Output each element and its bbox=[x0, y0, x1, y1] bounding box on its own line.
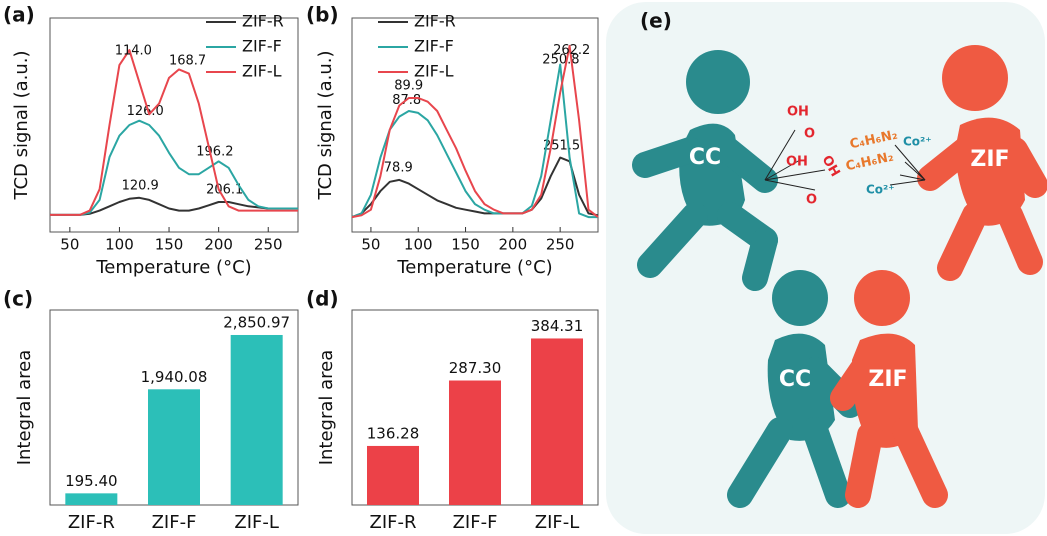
bar bbox=[65, 493, 118, 505]
x-tick-label: 50 bbox=[60, 236, 79, 254]
y-axis-title: Integral area bbox=[316, 350, 337, 466]
chem-group: O bbox=[806, 193, 817, 208]
panel-label: (a) bbox=[3, 3, 35, 27]
peak-label: 251.5 bbox=[543, 139, 580, 154]
zif-figure: ZIF bbox=[917, 45, 1047, 281]
x-tick-label: 250 bbox=[546, 236, 575, 254]
series-line bbox=[351, 156, 599, 219]
peak-label: 126.0 bbox=[127, 104, 164, 119]
peak-label: 120.9 bbox=[122, 178, 159, 193]
chem-group: Co²⁺ bbox=[866, 183, 895, 197]
series-line bbox=[351, 63, 598, 219]
bar bbox=[230, 334, 283, 505]
cc-figure: CC bbox=[727, 270, 863, 508]
peak-label: 78.9 bbox=[384, 161, 413, 176]
figure-label: CC bbox=[779, 367, 811, 392]
series-line bbox=[351, 44, 599, 219]
bonds bbox=[764, 129, 926, 191]
chem-group: OH bbox=[787, 105, 809, 120]
x-tick-label: 200 bbox=[499, 236, 528, 254]
chem-group: Co²⁺ bbox=[903, 135, 932, 149]
bar bbox=[449, 380, 501, 505]
panel-label: (b) bbox=[306, 3, 339, 27]
series-line bbox=[50, 49, 298, 216]
peak-label: 262.2 bbox=[553, 43, 590, 58]
legend-label: ZIF-L bbox=[414, 62, 454, 81]
chem-group: OH bbox=[786, 155, 808, 170]
y-axis-title: TCD signal (a.u.) bbox=[315, 51, 336, 201]
y-axis-title: Integral area bbox=[14, 350, 35, 466]
peak-label: 114.0 bbox=[115, 43, 152, 58]
peak-label: 196.2 bbox=[196, 144, 233, 159]
legend-label: ZIF-R bbox=[414, 12, 456, 31]
value-label: 384.31 bbox=[531, 317, 584, 335]
x-tick-label: ZIF-L bbox=[535, 512, 580, 533]
value-label: 287.30 bbox=[449, 359, 502, 377]
peak-label: 206.1 bbox=[206, 183, 243, 198]
bar bbox=[148, 389, 200, 505]
bar bbox=[367, 445, 419, 505]
figure-label: ZIF bbox=[970, 147, 1009, 172]
legend-label: ZIF-F bbox=[242, 37, 282, 56]
figure-label: ZIF bbox=[868, 367, 907, 392]
peak-label: 168.7 bbox=[169, 54, 206, 69]
x-tick-label: 150 bbox=[155, 236, 184, 254]
x-tick-label: 150 bbox=[451, 236, 480, 254]
x-tick-label: ZIF-R bbox=[370, 512, 417, 533]
bar bbox=[531, 338, 583, 505]
value-label: 195.40 bbox=[65, 472, 118, 490]
panel-label: (e) bbox=[640, 9, 672, 33]
y-axis-title: TCD signal (a.u.) bbox=[11, 51, 32, 201]
plot-frame bbox=[49, 17, 299, 233]
x-axis-title: Temperature (°C) bbox=[95, 257, 251, 278]
legend-label: ZIF-R bbox=[242, 12, 284, 31]
value-label: 136.28 bbox=[367, 424, 420, 442]
series-line bbox=[50, 119, 298, 216]
plot-frame bbox=[351, 17, 599, 233]
x-tick-label: ZIF-R bbox=[68, 512, 115, 533]
x-tick-label: ZIF-F bbox=[453, 512, 498, 533]
legend-label: ZIF-F bbox=[414, 37, 454, 56]
x-tick-label: 100 bbox=[404, 236, 433, 254]
legend-label: ZIF-L bbox=[242, 62, 282, 81]
panel-label: (c) bbox=[3, 287, 33, 311]
chem-group: O bbox=[804, 127, 815, 142]
x-tick-label: 200 bbox=[204, 236, 233, 254]
x-tick-label: 100 bbox=[105, 236, 134, 254]
series-line bbox=[50, 196, 298, 216]
figure-label: CC bbox=[689, 145, 721, 170]
value-label: 1,940.08 bbox=[141, 368, 208, 386]
x-tick-label: 50 bbox=[361, 236, 380, 254]
panel-label: (d) bbox=[306, 287, 339, 311]
peak-label: 89.9 bbox=[394, 79, 423, 94]
value-label: 2,850.97 bbox=[223, 313, 290, 331]
zif-figure: ZIF bbox=[830, 270, 948, 508]
cc-figure: CC bbox=[632, 50, 778, 291]
x-tick-label: 250 bbox=[254, 236, 283, 254]
x-tick-label: ZIF-L bbox=[234, 512, 279, 533]
x-tick-label: ZIF-F bbox=[152, 512, 197, 533]
x-axis-title: Temperature (°C) bbox=[396, 257, 552, 278]
